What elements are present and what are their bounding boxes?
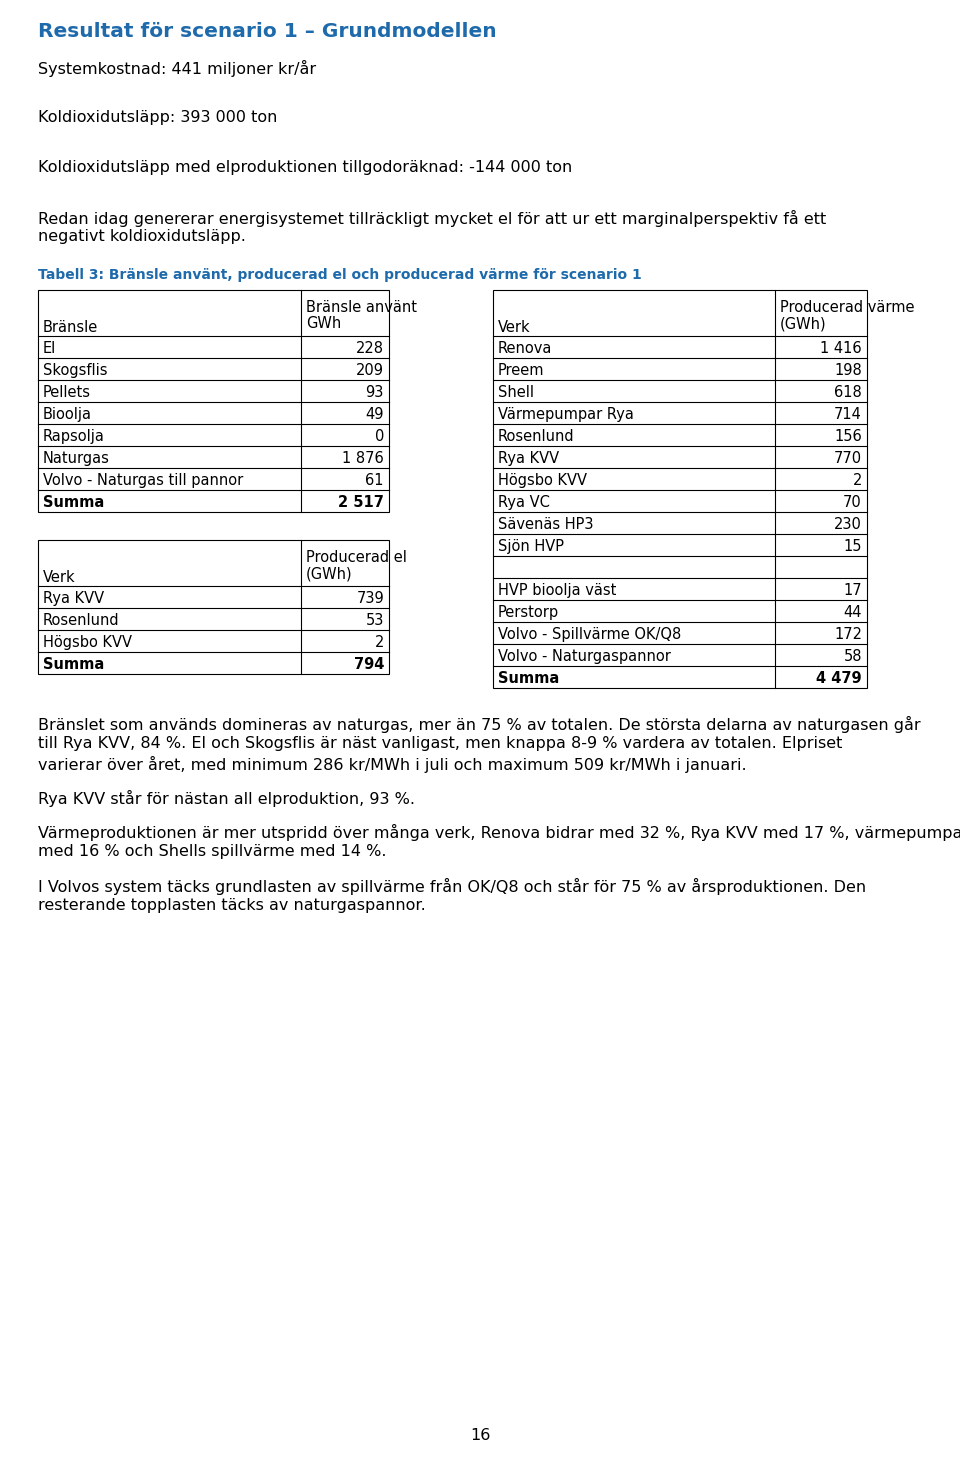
Text: Naturgas: Naturgas	[43, 451, 109, 467]
Text: 16: 16	[469, 1427, 491, 1443]
Text: 228: 228	[356, 341, 384, 356]
Text: Summa: Summa	[498, 671, 560, 687]
Text: 2 517: 2 517	[338, 496, 384, 510]
Text: Högsbo KVV: Högsbo KVV	[498, 472, 587, 488]
Text: Tabell 3: Bränsle använt, producerad el och producerad värme för scenario 1: Tabell 3: Bränsle använt, producerad el …	[38, 268, 641, 281]
Bar	[493, 290, 867, 688]
Text: Systemkostnad: 441 miljoner kr/år: Systemkostnad: 441 miljoner kr/år	[38, 60, 316, 77]
Text: Högsbo KVV: Högsbo KVV	[43, 636, 132, 650]
Text: 172: 172	[834, 627, 862, 642]
Text: Skogsflis: Skogsflis	[43, 363, 108, 378]
Text: Rya KVV står för nästan all elproduktion, 93 %.: Rya KVV står för nästan all elproduktion…	[38, 790, 415, 808]
Text: Verk: Verk	[43, 570, 76, 585]
Text: Bränsle: Bränsle	[43, 319, 98, 335]
Text: Bränslet som används domineras av naturgas, mer än 75 % av totalen. De största d: Bränslet som används domineras av naturg…	[38, 716, 921, 733]
Text: 15: 15	[844, 539, 862, 554]
Text: Preem: Preem	[498, 363, 544, 378]
Text: 53: 53	[366, 612, 384, 628]
Text: 1 416: 1 416	[821, 341, 862, 356]
Text: Perstorp: Perstorp	[498, 605, 559, 620]
Text: 209: 209	[356, 363, 384, 378]
Text: 2: 2	[374, 636, 384, 650]
Text: Sjön HVP: Sjön HVP	[498, 539, 564, 554]
Text: Värmepumpar Rya: Värmepumpar Rya	[498, 407, 634, 421]
Text: 0: 0	[374, 429, 384, 445]
Text: Pellets: Pellets	[43, 385, 91, 399]
Text: 739: 739	[356, 590, 384, 607]
Text: Summa: Summa	[43, 496, 105, 510]
Text: El: El	[43, 341, 57, 356]
Text: Sävenäs HP3: Sävenäs HP3	[498, 518, 593, 532]
Text: 794: 794	[353, 658, 384, 672]
Text: 70: 70	[843, 496, 862, 510]
Text: 49: 49	[366, 407, 384, 421]
Text: 198: 198	[834, 363, 862, 378]
Text: 156: 156	[834, 429, 862, 445]
Text: Summa: Summa	[43, 658, 105, 672]
Text: Producerad el: Producerad el	[306, 550, 407, 566]
Text: Volvo - Naturgaspannor: Volvo - Naturgaspannor	[498, 649, 671, 663]
Text: Värmeproduktionen är mer utspridd över många verk, Renova bidrar med 32 %, Rya K: Värmeproduktionen är mer utspridd över m…	[38, 824, 960, 841]
Text: 17: 17	[844, 583, 862, 598]
Text: I Volvos system täcks grundlasten av spillvärme från OK/Q8 och står för 75 % av : I Volvos system täcks grundlasten av spi…	[38, 878, 866, 895]
Text: Rya KVV: Rya KVV	[498, 451, 559, 467]
Text: 618: 618	[834, 385, 862, 399]
Text: Shell: Shell	[498, 385, 534, 399]
Text: Volvo - Spillvärme OK/Q8: Volvo - Spillvärme OK/Q8	[498, 627, 682, 642]
Bar	[38, 290, 389, 512]
Text: till Rya KVV, 84 %. El och Skogsflis är näst vanligast, men knappa 8-9 % vardera: till Rya KVV, 84 %. El och Skogsflis är …	[38, 736, 842, 751]
Text: Producerad värme: Producerad värme	[780, 300, 915, 315]
Text: Volvo - Naturgas till pannor: Volvo - Naturgas till pannor	[43, 472, 243, 488]
Text: (GWh): (GWh)	[306, 566, 352, 580]
Text: Bioolja: Bioolja	[43, 407, 92, 421]
Text: Rosenlund: Rosenlund	[498, 429, 575, 445]
Text: Rosenlund: Rosenlund	[43, 612, 120, 628]
Text: Renova: Renova	[498, 341, 552, 356]
Text: (GWh): (GWh)	[780, 316, 827, 331]
Text: varierar över året, med minimum 286 kr/MWh i juli och maximum 509 kr/MWh i janua: varierar över året, med minimum 286 kr/M…	[38, 757, 747, 773]
Text: 2: 2	[852, 472, 862, 488]
Text: Bränsle använt: Bränsle använt	[306, 300, 417, 315]
Text: 770: 770	[834, 451, 862, 467]
Text: Koldioxidutsläpp: 393 000 ton: Koldioxidutsläpp: 393 000 ton	[38, 109, 277, 125]
Text: 58: 58	[844, 649, 862, 663]
Text: Resultat för scenario 1 – Grundmodellen: Resultat för scenario 1 – Grundmodellen	[38, 22, 496, 41]
Text: 93: 93	[366, 385, 384, 399]
Text: 1 876: 1 876	[343, 451, 384, 467]
Text: HVP bioolja väst: HVP bioolja väst	[498, 583, 616, 598]
Text: Rya VC: Rya VC	[498, 496, 550, 510]
Text: GWh: GWh	[306, 316, 341, 331]
Text: 44: 44	[844, 605, 862, 620]
Text: Verk: Verk	[498, 319, 531, 335]
Text: 4 479: 4 479	[816, 671, 862, 687]
Text: Redan idag genererar energisystemet tillräckligt mycket el för att ur ett margin: Redan idag genererar energisystemet till…	[38, 210, 827, 245]
Bar	[38, 539, 389, 674]
Text: Rapsolja: Rapsolja	[43, 429, 105, 445]
Text: 61: 61	[366, 472, 384, 488]
Text: resterande topplasten täcks av naturgaspannor.: resterande topplasten täcks av naturgasp…	[38, 898, 425, 913]
Text: med 16 % och Shells spillvärme med 14 %.: med 16 % och Shells spillvärme med 14 %.	[38, 844, 387, 859]
Text: Rya KVV: Rya KVV	[43, 590, 104, 607]
Text: 230: 230	[834, 518, 862, 532]
Text: Koldioxidutsläpp med elproduktionen tillgodoräknad: -144 000 ton: Koldioxidutsläpp med elproduktionen till…	[38, 160, 572, 175]
Text: 714: 714	[834, 407, 862, 421]
